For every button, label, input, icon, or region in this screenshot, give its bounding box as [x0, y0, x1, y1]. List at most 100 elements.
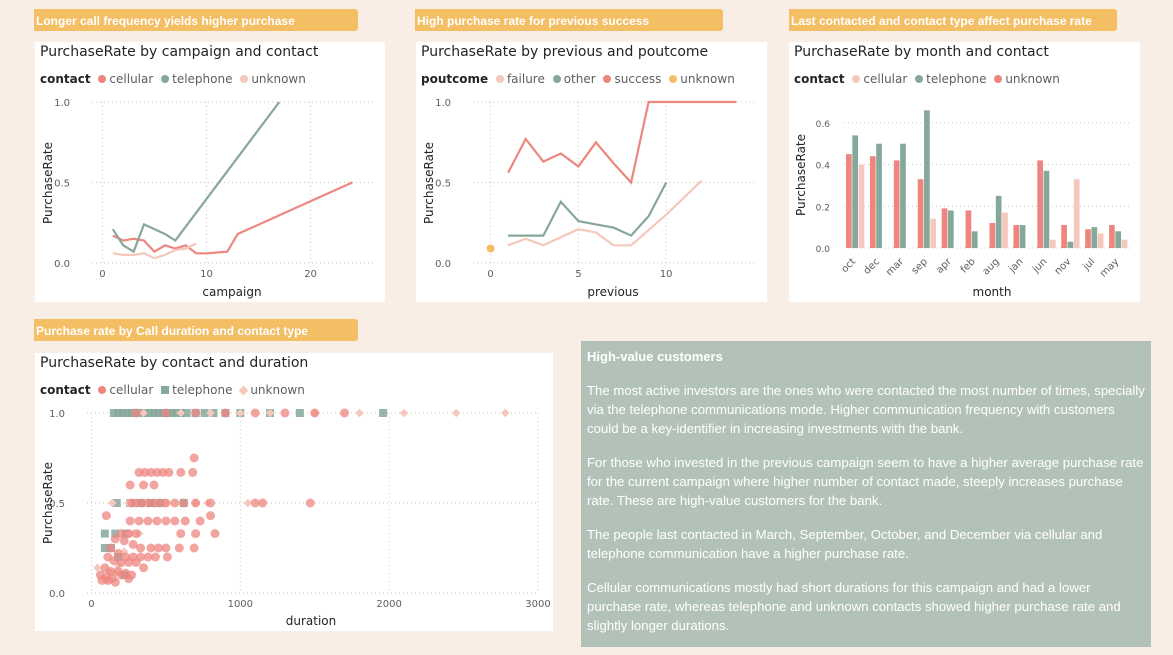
- point-cellular: [124, 574, 134, 584]
- legend: contact cellular telephone unknown: [40, 383, 309, 397]
- point-cellular: [250, 408, 260, 418]
- y-tick-label: 1.0: [49, 409, 65, 420]
- chart-campaign-contact[interactable]: PurchaseRate by campaign and contact con…: [35, 42, 385, 302]
- point-telephone: [100, 529, 109, 538]
- legend-item-other[interactable]: other: [552, 72, 596, 86]
- x-tick-label: sep: [910, 256, 930, 276]
- legend: contact cellular telephone unknown: [794, 72, 1064, 86]
- x-tick-label: nov: [1053, 256, 1074, 277]
- bar-unknown-nov: [1073, 179, 1080, 248]
- legend-item-unknown[interactable]: unknown: [240, 72, 306, 86]
- legend-title: poutcome: [421, 72, 489, 86]
- insight-paragraph: Cellular communications mostly had short…: [587, 580, 1121, 633]
- point-cellular: [153, 543, 163, 553]
- point-cellular: [125, 516, 135, 526]
- legend-item-unknown[interactable]: unknown: [238, 383, 305, 397]
- y-tick-label: 0.5: [54, 179, 70, 190]
- legend-item-cellular[interactable]: cellular: [98, 383, 153, 397]
- bar-telephone-aug: [995, 195, 1002, 248]
- point-cellular: [210, 529, 220, 539]
- point-cellular: [250, 498, 260, 508]
- point-telephone: [123, 409, 132, 417]
- point-cellular: [106, 543, 116, 553]
- y-tick-label: 0.5: [49, 499, 65, 510]
- point-unknown: [108, 498, 117, 508]
- bar-telephone-sep: [924, 110, 930, 248]
- legend-item-unknown[interactable]: unknown: [669, 72, 735, 86]
- legend-item-telephone[interactable]: telephone: [161, 72, 232, 86]
- point-unknown: [176, 408, 186, 418]
- point-cellular: [152, 516, 162, 526]
- legend-swatch: [994, 75, 1003, 83]
- bar-cellular-feb: [965, 210, 972, 248]
- point-telephone: [114, 409, 123, 417]
- point-cellular: [161, 543, 171, 553]
- point-unknown: [236, 408, 245, 418]
- bar-cellular-jul: [1085, 229, 1091, 248]
- tab-call-frequency: Longer call frequency yields higher purc…: [34, 9, 358, 31]
- insights-title: High-value customers: [587, 349, 723, 364]
- legend-swatch: [98, 386, 107, 394]
- x-tick-label: jan: [1006, 256, 1025, 275]
- legend-item-telephone[interactable]: telephone: [915, 72, 986, 86]
- bar-telephone-jun: [1043, 170, 1050, 248]
- point-cellular: [191, 408, 201, 418]
- plot-area: 0.0 0.5 1.0 0 5 10 previous PurchaseRate: [422, 98, 754, 299]
- x-axis-label: campaign: [202, 285, 261, 299]
- legend-item-success[interactable]: success: [603, 72, 661, 86]
- point-cellular: [305, 498, 315, 508]
- point-cellular: [110, 577, 120, 587]
- legend: contact cellular telephone unknown: [40, 72, 310, 86]
- chart-title: PurchaseRate by previous and poutcome: [421, 44, 709, 60]
- point-cellular: [128, 539, 138, 549]
- point-cellular: [101, 511, 111, 521]
- point-cellular: [161, 498, 171, 508]
- bar-cellular-apr: [941, 208, 948, 248]
- point-cellular: [176, 467, 186, 477]
- point-cellular: [136, 543, 146, 553]
- point-telephone: [200, 409, 209, 417]
- x-tick-label: mar: [884, 256, 907, 279]
- bar-cellular-nov: [1061, 225, 1067, 248]
- bar-cellular-sep: [917, 179, 924, 248]
- x-tick-label: 3000: [525, 599, 550, 610]
- series-line-telephone: [111, 101, 281, 254]
- point-cellular: [174, 543, 184, 553]
- legend-item-cellular[interactable]: cellular: [852, 72, 907, 86]
- legend-swatch: [552, 75, 561, 83]
- point-cellular: [191, 529, 201, 539]
- series-point-unknown: [486, 244, 495, 253]
- point-telephone: [379, 409, 388, 417]
- bar-cellular-mar: [893, 160, 900, 248]
- legend-item-failure[interactable]: failure: [495, 72, 545, 86]
- point-telephone: [295, 409, 304, 417]
- legend-item-telephone[interactable]: telephone: [161, 383, 232, 397]
- point-telephone: [182, 409, 191, 417]
- chart-previous-poutcome[interactable]: PurchaseRate by previous and poutcome po…: [416, 42, 767, 302]
- x-tick-label: 2000: [376, 599, 401, 610]
- point-cellular: [176, 529, 186, 539]
- plot-area: 0.0 0.2 0.4 0.6 oct dec mar sep apr feb aug jan jun n…: [794, 110, 1131, 299]
- point-cellular: [124, 557, 134, 567]
- point-cellular: [161, 516, 171, 526]
- legend-item-unknown[interactable]: unknown: [994, 72, 1060, 86]
- bar-cellular-aug: [989, 222, 996, 248]
- point-cellular: [189, 453, 199, 463]
- bar-telephone-jul: [1091, 227, 1098, 248]
- point-cellular: [150, 552, 160, 562]
- legend-item-cellular[interactable]: cellular: [98, 72, 153, 86]
- point-cellular: [189, 543, 199, 553]
- legend-title: contact: [40, 383, 91, 397]
- chart-month-contact[interactable]: PurchaseRate by month and contact contac…: [789, 42, 1140, 302]
- x-tick-label: 0: [88, 599, 94, 610]
- point-cellular: [161, 408, 171, 418]
- y-axis-label: PurchaseRate: [422, 142, 436, 224]
- chart-contact-duration[interactable]: PurchaseRate by contact and duration con…: [35, 353, 553, 631]
- point-cellular: [170, 516, 180, 526]
- insight-paragraph: For those who invested in the previous c…: [587, 455, 1144, 508]
- x-tick-label: jun: [1030, 256, 1049, 275]
- x-tick-label: 0: [487, 269, 493, 280]
- bar-unknown-aug: [1002, 212, 1008, 248]
- point-cellular: [180, 516, 190, 526]
- x-tick-label: jul: [1080, 256, 1097, 273]
